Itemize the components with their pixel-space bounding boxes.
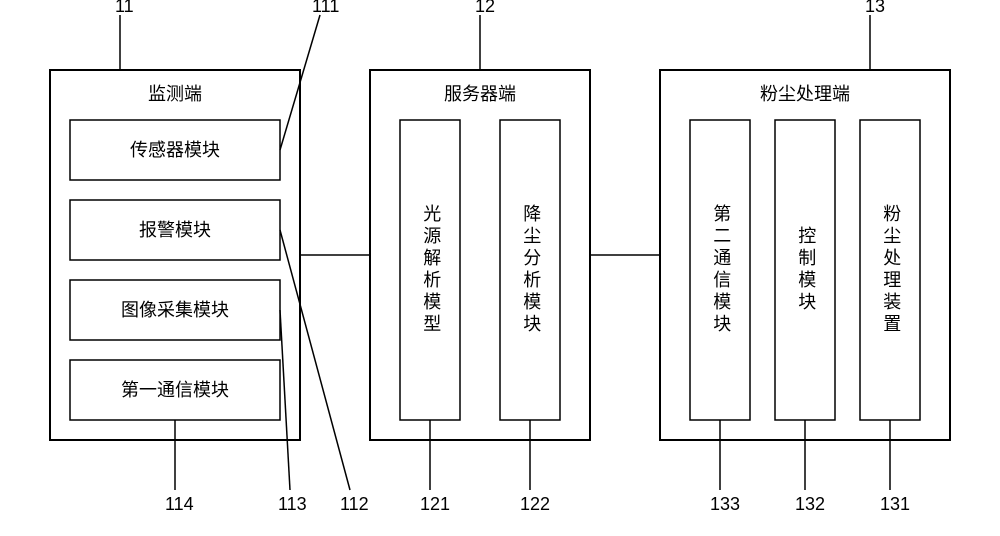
callout-label-12: 12 — [475, 0, 495, 16]
callout-label-111: 111 — [312, 0, 339, 16]
server-light-label: 光源解析模型 — [421, 204, 441, 336]
monitor-alarm-label: 报警模块 — [139, 220, 211, 240]
callout-label-113: 113 — [278, 494, 307, 514]
dustproc-device-label: 粉尘处理装置 — [881, 204, 901, 336]
diagram-canvas: 监测端 服务器端 粉尘处理端传感器模块报警模块图像采集模块第一通信模块 光源解析模型 降… — [0, 0, 1000, 536]
server-dust-label: 降尘分析模块 — [521, 204, 541, 336]
monitor-sensor-label: 传感器模块 — [130, 140, 220, 160]
monitor-title: 监测端 — [148, 84, 202, 104]
dustproc-comm2-label: 第二通信模块 — [711, 204, 731, 336]
server-block — [370, 70, 590, 440]
callout-label-11: 11 — [115, 0, 134, 16]
callout-label-13: 13 — [865, 0, 885, 16]
callout-label-131: 131 — [880, 494, 910, 514]
callout-label-121: 121 — [420, 494, 450, 514]
callout-line-112 — [280, 230, 350, 490]
server-title: 服务器端 — [444, 84, 516, 104]
callout-label-112: 112 — [340, 494, 369, 514]
callout-label-133: 133 — [710, 494, 740, 514]
callout-label-114: 114 — [165, 494, 194, 514]
dustproc-ctrl-label: 控制模块 — [796, 226, 816, 314]
callout-line-113 — [280, 310, 290, 490]
monitor-image-label: 图像采集模块 — [121, 300, 229, 320]
callout-label-122: 122 — [520, 494, 550, 514]
dustproc-title: 粉尘处理端 — [760, 84, 850, 104]
callout-label-132: 132 — [795, 494, 825, 514]
monitor-comm1-label: 第一通信模块 — [121, 380, 229, 400]
